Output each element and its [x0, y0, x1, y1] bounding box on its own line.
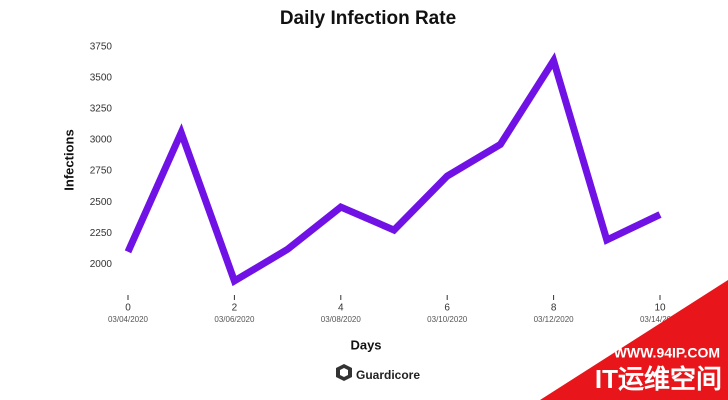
logo-text: Guardicore [356, 368, 420, 382]
x-tick-label: 8 [551, 303, 557, 314]
y-tick-label: 3750 [90, 42, 113, 53]
x-tick-date: 03/08/2020 [321, 315, 362, 324]
x-tick-date: 03/06/2020 [214, 315, 255, 324]
y-axis-label: Infections [61, 129, 76, 190]
logo: Guardicore [336, 364, 420, 382]
watermark-url: WWW.94IP.COM [614, 345, 720, 361]
x-tick-date: 03/12/2020 [534, 315, 575, 324]
y-tick-label: 2750 [90, 166, 113, 177]
chart-title: Daily Infection Rate [280, 8, 456, 29]
y-tick-label: 2000 [90, 259, 113, 270]
y-tick-label: 3500 [90, 73, 113, 84]
x-tick-date: 03/14/2020 [640, 315, 681, 324]
y-tick-label: 2250 [90, 228, 113, 239]
x-tick-date: 03/04/2020 [108, 315, 149, 324]
x-tick-label: 6 [444, 303, 450, 314]
x-tick-date: 03/10/2020 [427, 315, 468, 324]
watermark: WWW.94IP.COM IT运维空间 [540, 280, 728, 400]
y-tick-label: 3250 [90, 104, 113, 115]
x-tick-label: 4 [338, 303, 344, 314]
x-tick-label: 0 [125, 303, 131, 314]
watermark-bg [540, 280, 728, 400]
watermark-text: IT运维空间 [595, 364, 722, 394]
y-tick-label: 3000 [90, 135, 113, 146]
y-tick-label: 2500 [90, 197, 113, 208]
x-axis-label: Days [350, 337, 381, 352]
logo-icon-inner [340, 368, 348, 377]
x-tick-label: 2 [232, 303, 238, 314]
x-tick-label: 10 [654, 303, 666, 314]
series-line [124, 52, 662, 287]
